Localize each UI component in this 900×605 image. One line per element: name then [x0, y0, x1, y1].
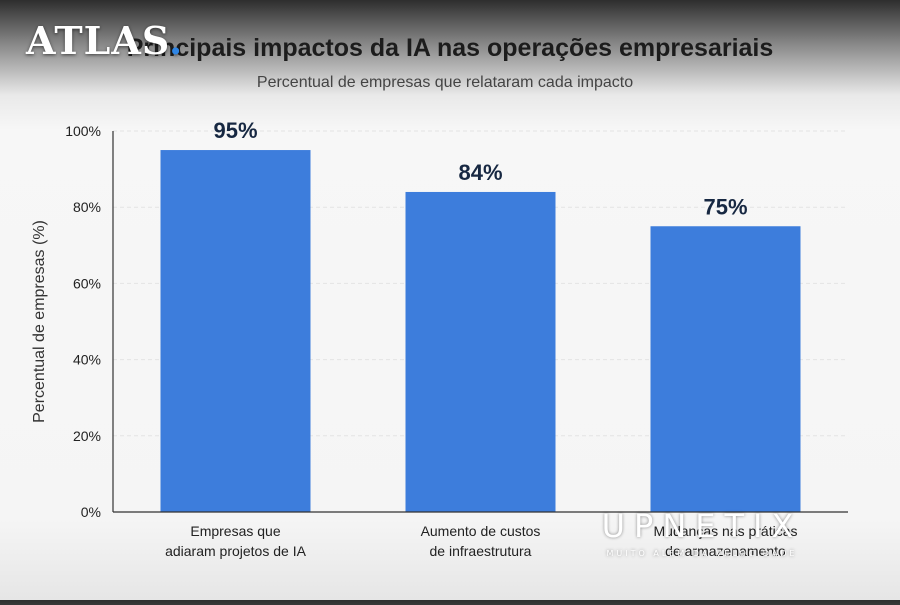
- data-label-2: 84%: [458, 160, 502, 185]
- x-tick-label: Empresas que: [190, 523, 280, 539]
- x-tick-label: Aumento de custos: [421, 523, 541, 539]
- upnetix-logo: UPNETIX MUITO ALÉM DA VELOCIDADE: [566, 508, 838, 560]
- y-tick-label: 0%: [81, 504, 101, 520]
- y-tick-label: 40%: [73, 352, 101, 368]
- atlas-logo: ATLAS.: [26, 18, 183, 63]
- data-label-3: 75%: [703, 194, 747, 219]
- atlas-logo-dot: .: [168, 18, 184, 63]
- y-tick-label: 80%: [73, 199, 101, 215]
- chart-title: Principais impactos da IA nas operações …: [127, 34, 774, 62]
- upnetix-logo-text: UPNETIX: [601, 507, 803, 545]
- y-tick-label: 20%: [73, 428, 101, 444]
- bar-3: [650, 226, 801, 512]
- data-label-1: 95%: [213, 118, 257, 143]
- atlas-logo-text: ATLAS: [26, 18, 169, 63]
- x-tick-label: adiaram projetos de IA: [165, 543, 307, 559]
- y-tick-label: 100%: [65, 123, 101, 139]
- y-tick-label: 60%: [73, 275, 101, 291]
- x-tick-label: Mudanças nas práticas: [654, 523, 798, 539]
- y-axis-label: Percentual de empresas (%): [31, 220, 48, 423]
- bar-2: [405, 191, 556, 512]
- chart-subtitle: Percentual de empresas que relataram cad…: [257, 74, 633, 91]
- x-tick-label: de infraestrutura: [430, 543, 532, 559]
- x-tick-label: de armazenamento: [665, 543, 786, 559]
- upnetix-tagline: MUITO ALÉM DA VELOCIDADE: [606, 549, 798, 558]
- bar-1: [160, 150, 311, 513]
